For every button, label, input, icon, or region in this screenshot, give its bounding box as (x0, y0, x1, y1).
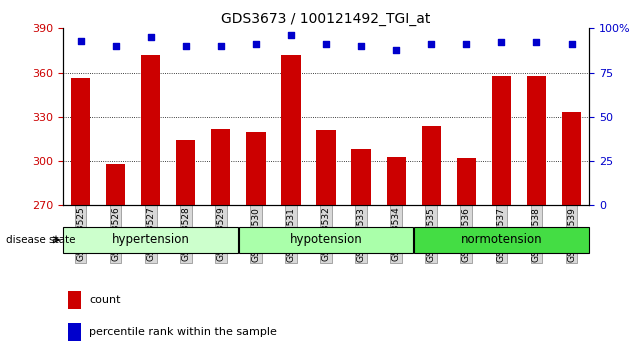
Bar (71, 79, 90, 205)
Bar (176, 141, 195, 205)
Point (461, 41, 471, 47)
Text: hypertension: hypertension (112, 233, 190, 246)
Point (111, 43, 121, 49)
Bar (282, 55, 301, 205)
Point (496, 40, 507, 45)
Bar (352, 149, 370, 205)
Point (321, 41, 331, 47)
Bar (562, 113, 581, 205)
Point (215, 43, 226, 49)
Text: disease state: disease state (6, 235, 76, 245)
Point (356, 43, 366, 49)
Bar (421, 126, 441, 205)
Bar (141, 55, 160, 205)
Bar (106, 164, 125, 205)
Bar (492, 75, 511, 205)
Point (531, 40, 541, 45)
Text: count: count (89, 295, 121, 305)
Bar (457, 158, 476, 205)
Bar (239, 227, 413, 253)
Point (146, 34, 156, 40)
Bar (316, 130, 336, 205)
Text: normotension: normotension (461, 233, 542, 246)
Bar (387, 157, 406, 205)
Point (391, 47, 401, 52)
Bar (64, 227, 238, 253)
Point (251, 41, 261, 47)
Bar (68, 291, 81, 309)
Bar (68, 323, 81, 341)
Bar (527, 75, 546, 205)
Point (286, 33, 296, 38)
Point (566, 41, 576, 47)
Text: percentile rank within the sample: percentile rank within the sample (89, 327, 277, 337)
Point (426, 41, 436, 47)
Text: hypotension: hypotension (290, 233, 362, 246)
Title: GDS3673 / 100121492_TGI_at: GDS3673 / 100121492_TGI_at (221, 12, 431, 26)
Point (76, 38, 86, 44)
Bar (414, 227, 588, 253)
Bar (211, 129, 231, 205)
Bar (246, 132, 265, 205)
Point (181, 43, 191, 49)
